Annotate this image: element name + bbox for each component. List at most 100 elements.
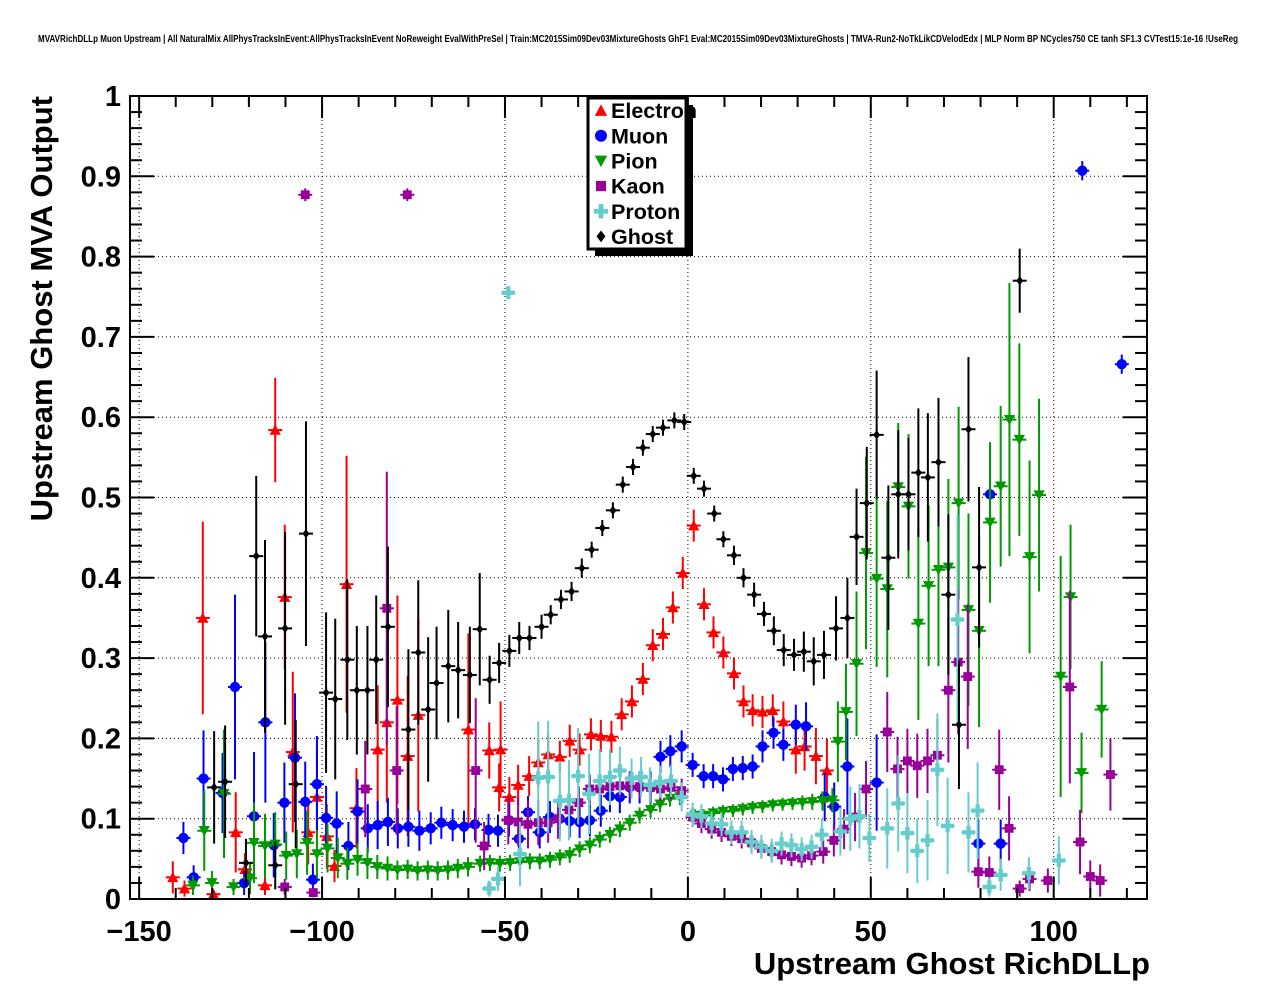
x-tick-label: 50 [855, 916, 887, 948]
data-point-marker [483, 744, 495, 756]
data-point-marker [973, 867, 983, 877]
data-point-marker [458, 821, 470, 832]
data-point-marker [871, 573, 883, 585]
data-point-marker [471, 766, 481, 775]
data-point-marker [625, 772, 638, 785]
data-point-marker [670, 415, 678, 426]
data-point-marker [259, 879, 271, 891]
data-point-marker [1116, 359, 1127, 370]
data-point-marker [501, 286, 515, 300]
data-point-marker [715, 817, 728, 831]
data-point-marker [757, 741, 768, 752]
data-point-marker [647, 639, 659, 651]
y-tick-label: 0.2 [81, 723, 121, 755]
series-kaon [277, 188, 1118, 898]
data-point-marker [363, 685, 371, 695]
data-point-marker [198, 773, 209, 784]
data-point-marker [727, 805, 739, 817]
data-point-marker [353, 685, 361, 695]
legend-marker [593, 204, 609, 219]
data-point-marker [538, 622, 546, 632]
data-point-marker [371, 862, 383, 873]
data-point-marker [248, 838, 260, 849]
data-point-marker [747, 704, 759, 716]
data-point-marker [571, 769, 585, 783]
chart-title: MVAVRichDLLp Muon Upstream | All Natural… [38, 33, 1238, 45]
data-point-marker [798, 740, 811, 752]
data-point-marker [574, 844, 586, 855]
data-point-marker [1065, 682, 1075, 692]
legend-box [586, 96, 688, 251]
data-point-marker [770, 626, 778, 636]
x-tick-label: 100 [1030, 916, 1078, 948]
data-point-marker [320, 812, 332, 824]
data-point-marker [311, 778, 323, 790]
data-point-marker [206, 878, 218, 889]
data-point-marker [352, 806, 363, 817]
legend-entry-muon: Muon [595, 124, 668, 148]
x-axis-title: Upstream Ghost RichDLLp [754, 946, 1150, 981]
data-point-marker [252, 551, 260, 561]
data-point-marker [402, 864, 414, 875]
data-point-marker [609, 505, 617, 516]
data-point-marker [454, 665, 462, 675]
data-point-marker [881, 584, 893, 595]
data-point-marker [271, 860, 279, 870]
data-point-marker [242, 858, 250, 868]
data-point-marker [829, 801, 840, 812]
data-point-marker [737, 762, 748, 774]
data-point-marker [547, 610, 555, 620]
data-point-marker [484, 858, 496, 869]
data-point-marker [840, 707, 852, 718]
data-point-marker [667, 601, 679, 613]
legend-label: Kaon [611, 175, 665, 199]
legend-entry-ghost: Ghost [596, 225, 673, 249]
data-point-marker [891, 797, 905, 810]
data-point-marker [900, 826, 914, 840]
data-point-marker [1052, 854, 1066, 867]
data-point-marker [842, 761, 853, 772]
data-point-marker [1033, 490, 1045, 501]
data-point-marker [218, 789, 230, 800]
data-point-marker [815, 828, 829, 842]
data-point-marker [884, 553, 892, 563]
data-point-marker [474, 858, 486, 870]
data-point-marker [1075, 837, 1085, 847]
data-point-marker [664, 793, 676, 805]
y-tick-label: 0.4 [81, 563, 121, 595]
data-point-marker [756, 801, 769, 813]
data-point-marker [724, 825, 738, 839]
data-point-marker [745, 835, 758, 849]
data-point-marker [229, 681, 241, 693]
data-point-marker [221, 777, 229, 787]
data-point-marker [534, 856, 546, 867]
data-point-marker [239, 863, 251, 875]
x-tick-label: 0 [680, 916, 696, 948]
series-pion [185, 283, 1109, 895]
data-point-marker [863, 498, 871, 508]
data-point-marker [984, 868, 994, 877]
data-point-marker [821, 764, 833, 776]
data-point-marker [1003, 414, 1016, 426]
data-point-marker [780, 645, 788, 655]
data-point-marker [381, 863, 394, 875]
data-point-marker [512, 779, 524, 790]
y-tick-label: 0.3 [81, 643, 121, 675]
data-point-marker [707, 770, 719, 782]
data-point-marker [633, 810, 646, 822]
legend-label: Ghost [611, 225, 673, 249]
data-point-marker [494, 744, 507, 755]
x-tick-label: −150 [106, 916, 171, 948]
data-point-marker [820, 650, 828, 660]
data-point-marker [810, 750, 822, 761]
data-point-marker [167, 871, 179, 883]
data-point-marker [331, 694, 339, 704]
data-point-marker [728, 667, 740, 679]
y-tick-label: 0 [105, 884, 121, 916]
data-point-marker [786, 798, 799, 810]
data-point-marker [902, 756, 912, 766]
data-point-marker [778, 739, 789, 751]
data-point-marker [737, 695, 750, 707]
